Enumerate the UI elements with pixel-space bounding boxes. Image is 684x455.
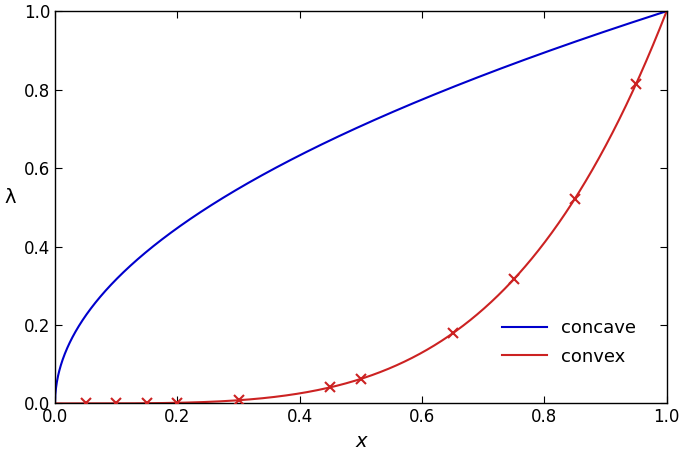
convex <box>332 383 341 389</box>
concave <box>348 127 356 132</box>
convex <box>645 52 653 57</box>
concave <box>51 401 59 406</box>
Line: convex: convex <box>55 11 667 404</box>
convex <box>644 53 653 58</box>
convex <box>348 379 356 384</box>
convex <box>82 401 90 406</box>
concave <box>663 9 671 14</box>
Y-axis label: λ: λ <box>4 188 16 207</box>
concave <box>533 53 541 58</box>
convex <box>533 250 541 255</box>
concave <box>644 14 653 20</box>
convex <box>51 401 59 406</box>
concave <box>332 135 341 140</box>
X-axis label: x: x <box>355 432 367 451</box>
convex <box>663 9 671 14</box>
concave <box>82 312 90 318</box>
Line: concave: concave <box>55 11 667 404</box>
Legend: concave, convex: concave, convex <box>492 310 646 375</box>
concave <box>645 14 653 20</box>
